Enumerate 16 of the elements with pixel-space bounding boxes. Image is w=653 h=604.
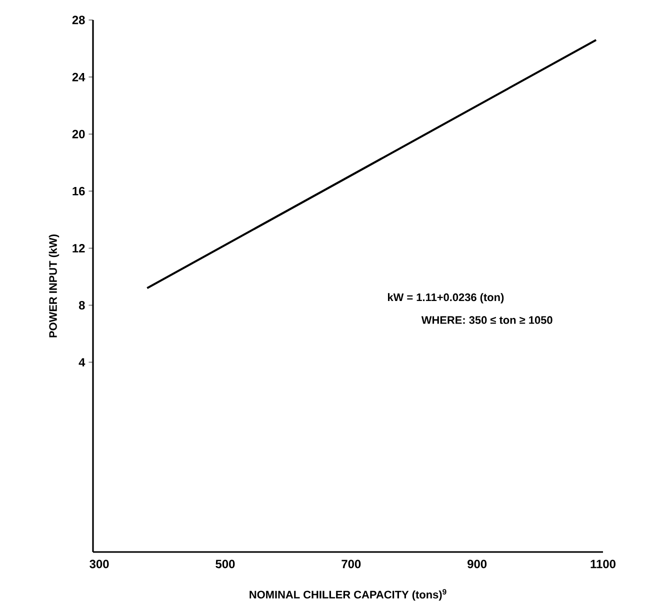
y-tick-label: 4 bbox=[78, 358, 86, 366]
x-tick-label: 900 bbox=[468, 560, 487, 568]
y-tick-label: 28 bbox=[72, 16, 85, 24]
x-tick-label: 500 bbox=[216, 560, 235, 568]
y-axis-title: POWER INPUT (kW) bbox=[48, 234, 60, 338]
x-tick-label: 700 bbox=[342, 560, 361, 568]
x-axis-title: NOMINAL CHILLER CAPACITY (tons)$^{9}$ bbox=[250, 589, 446, 601]
y-tick-label: 24 bbox=[72, 72, 86, 82]
annotation: WHERE: 350 ≤ ton ≥ 1050 bbox=[421, 316, 552, 324]
y-tick-label: 20 bbox=[72, 130, 85, 138]
x-tick-label: 300 bbox=[90, 560, 109, 568]
y-tick-label: 8 bbox=[78, 301, 85, 310]
annotation: kW = 1.11+0.0236 (ton) bbox=[388, 293, 504, 304]
x-tick-label: 1100 bbox=[590, 560, 616, 568]
y-tick-label: 16 bbox=[72, 186, 85, 196]
y-tick-label: 12 bbox=[72, 244, 85, 252]
